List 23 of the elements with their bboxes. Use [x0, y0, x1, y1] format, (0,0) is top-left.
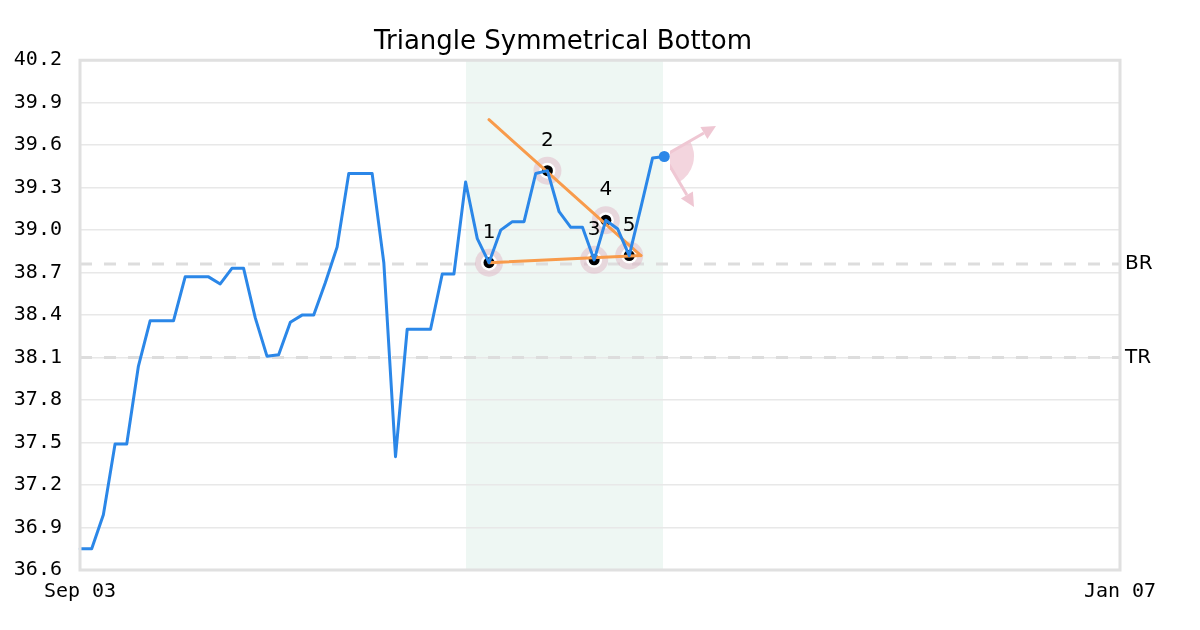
series-label: 1 [482, 218, 496, 243]
y-tick-label: 39.3 [13, 173, 62, 198]
y-tick-label: 36.9 [13, 513, 62, 538]
x-tick-label: Sep 03 [43, 578, 117, 603]
y-tick-label: 39.0 [13, 216, 62, 241]
y-tick-label: 38.4 [13, 301, 62, 326]
ref-line-label: BR [1125, 250, 1153, 275]
y-tick-label: 36.6 [13, 556, 62, 581]
y-tick-label: 37.5 [13, 428, 62, 453]
series-label: 2 [541, 126, 554, 151]
series-label: 4 [599, 176, 613, 201]
chart-title: Triangle Symmetrical Bottom [372, 25, 753, 56]
series-label: 3 [587, 216, 601, 241]
y-tick-label: 37.8 [13, 386, 62, 411]
y-tick-label: 38.7 [13, 258, 62, 283]
y-tick-label: 38.1 [13, 343, 62, 368]
y-tick-label: 39.6 [13, 131, 62, 156]
ref-line-label: TR [1124, 343, 1152, 368]
y-tick-label: 40.2 [13, 46, 62, 71]
series-label: 5 [622, 211, 636, 236]
y-tick-label: 39.9 [13, 88, 62, 113]
x-tick-label: Jan 07 [1083, 578, 1157, 603]
y-tick-label: 37.2 [13, 471, 62, 496]
